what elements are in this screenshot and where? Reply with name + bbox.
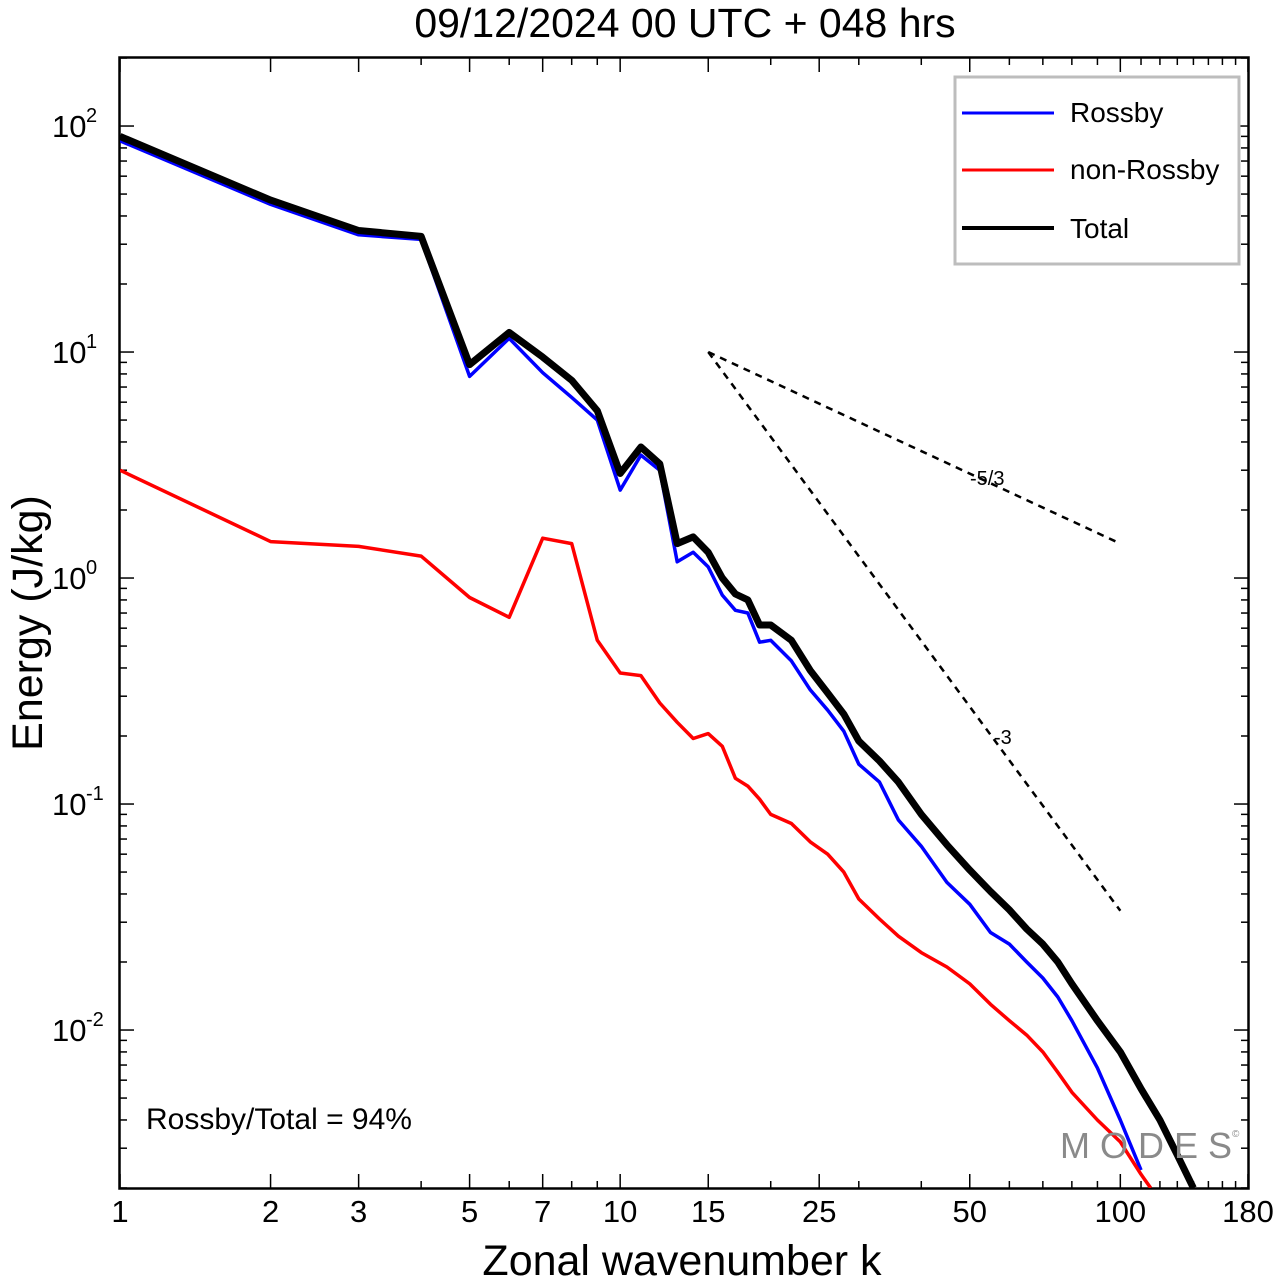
series-line-non-rossby (120, 468, 1153, 1188)
legend: Rossby non-Rossby Total (953, 75, 1241, 266)
legend-label-rossby: Rossby (1070, 97, 1163, 128)
y-tick-exponent: -2 (86, 1009, 104, 1031)
slope-label-minus-three: -3 (994, 727, 1012, 749)
y-tick-label: 10 (52, 561, 86, 596)
x-tick-label: 10 (603, 1194, 637, 1229)
x-tick-label: 50 (953, 1194, 987, 1229)
plot-frame (118, 56, 1250, 1190)
slope-line (707, 350, 1121, 545)
x-axis-label: Zonal wavenumber k (482, 1237, 882, 1281)
reference-slopes (707, 350, 1122, 912)
legend-label-total: Total (1070, 213, 1129, 244)
series-line-total (120, 133, 1197, 1188)
x-tick-label: 180 (1222, 1194, 1274, 1229)
x-tick-label: 25 (802, 1194, 836, 1229)
x-tick-label: 5 (461, 1194, 478, 1229)
watermark-copyright: © (1232, 1129, 1240, 1140)
data-series (120, 133, 1197, 1188)
series-line-rossby (120, 139, 1143, 1171)
y-tick-exponent: -1 (86, 783, 104, 805)
y-tick-label: 10 (52, 787, 86, 822)
rossby-total-ratio: Rossby/Total = 94% (146, 1103, 412, 1136)
y-tick-exponent: 2 (86, 105, 97, 127)
x-tick-label: 3 (350, 1194, 367, 1229)
x-tick-label: 100 (1094, 1194, 1146, 1229)
y-tick-exponent: 0 (86, 557, 97, 579)
x-tick-label: 1 (111, 1194, 128, 1229)
slope-line (707, 351, 1122, 912)
watermark-text: MODES (1060, 1125, 1242, 1166)
modes-watermark: MODES © (1060, 1125, 1242, 1166)
legend-label-non-rossby: non-Rossby (1070, 154, 1219, 185)
axis-ticks (119, 57, 1249, 1189)
y-tick-label: 10 (52, 1013, 86, 1048)
x-tick-label: 2 (262, 1194, 279, 1229)
x-tick-label: 7 (534, 1194, 551, 1229)
y-tick-label: 10 (52, 335, 86, 370)
y-axis-label: Energy (J/kg) (4, 495, 52, 751)
x-tick-label: 15 (691, 1194, 725, 1229)
slope-label-minus-five-thirds: -5/3 (970, 468, 1004, 490)
y-tick-label: 10 (52, 109, 86, 144)
y-tick-exponent: 1 (86, 331, 97, 353)
chart-title: 09/12/2024 00 UTC + 048 hrs (414, 0, 955, 46)
x-tick-labels: 1 2 3 5 7 10 15 25 50 100 180 (111, 1194, 1273, 1229)
